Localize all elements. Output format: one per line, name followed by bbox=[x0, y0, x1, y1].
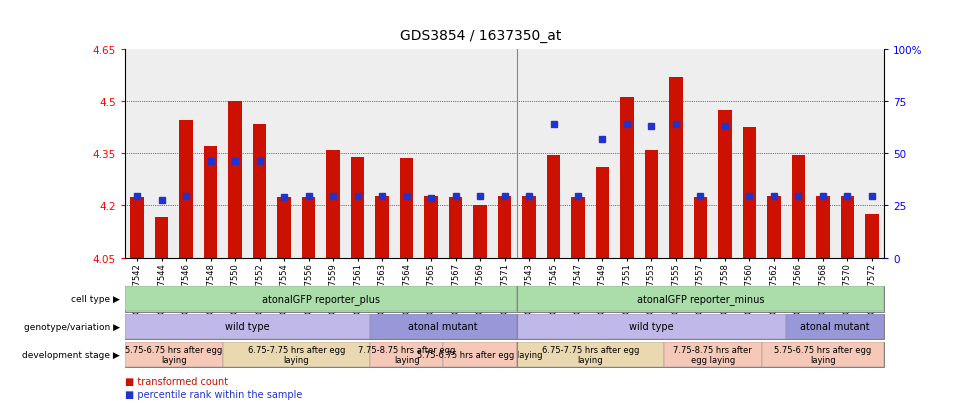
Text: development stage ▶: development stage ▶ bbox=[22, 350, 120, 359]
Bar bbox=[743, 128, 756, 258]
Bar bbox=[351, 157, 364, 258]
Bar bbox=[596, 168, 609, 258]
Bar bbox=[474, 206, 487, 258]
Bar bbox=[669, 77, 682, 258]
Bar bbox=[816, 196, 829, 258]
Text: 7.75-8.75 hrs after egg
laying: 7.75-8.75 hrs after egg laying bbox=[357, 345, 456, 364]
Bar bbox=[400, 159, 413, 258]
Bar bbox=[517, 314, 786, 339]
Bar bbox=[786, 314, 884, 339]
Bar bbox=[370, 314, 517, 339]
Bar bbox=[327, 150, 340, 258]
Bar bbox=[865, 215, 878, 258]
Text: 6.75-7.75 hrs after egg
laying: 6.75-7.75 hrs after egg laying bbox=[542, 345, 639, 364]
Bar bbox=[762, 342, 884, 367]
Text: 5.75-6.75 hrs after egg laying: 5.75-6.75 hrs after egg laying bbox=[417, 350, 543, 359]
Text: wild type: wild type bbox=[629, 322, 674, 332]
Bar bbox=[767, 196, 780, 258]
Bar bbox=[131, 197, 144, 258]
Text: ■ percentile rank within the sample: ■ percentile rank within the sample bbox=[125, 389, 303, 399]
Bar bbox=[253, 124, 266, 258]
Text: ■ transformed count: ■ transformed count bbox=[125, 376, 228, 386]
Bar bbox=[645, 150, 658, 258]
Bar bbox=[278, 197, 291, 258]
Text: wild type: wild type bbox=[225, 322, 270, 332]
Bar bbox=[547, 156, 560, 258]
Bar bbox=[125, 342, 223, 367]
Text: cell type ▶: cell type ▶ bbox=[71, 294, 120, 304]
Text: 5.75-6.75 hrs after egg
laying: 5.75-6.75 hrs after egg laying bbox=[775, 345, 872, 364]
Bar bbox=[664, 342, 762, 367]
Text: 7.75-8.75 hrs after
egg laying: 7.75-8.75 hrs after egg laying bbox=[674, 345, 752, 364]
Bar bbox=[792, 156, 805, 258]
Bar bbox=[620, 98, 633, 258]
Text: atonal mutant: atonal mutant bbox=[801, 322, 870, 332]
Bar bbox=[517, 342, 664, 367]
Bar bbox=[229, 102, 242, 258]
Bar bbox=[223, 342, 370, 367]
Bar bbox=[449, 197, 462, 258]
Text: 6.75-7.75 hrs after egg
laying: 6.75-7.75 hrs after egg laying bbox=[248, 345, 345, 364]
Text: atonal mutant: atonal mutant bbox=[408, 322, 479, 332]
Text: GDS3854 / 1637350_at: GDS3854 / 1637350_at bbox=[400, 29, 561, 43]
Bar bbox=[517, 287, 884, 311]
Bar bbox=[571, 197, 584, 258]
Bar bbox=[180, 121, 193, 258]
Bar bbox=[376, 196, 389, 258]
Text: atonalGFP reporter_plus: atonalGFP reporter_plus bbox=[261, 294, 380, 304]
Bar bbox=[204, 147, 217, 258]
Bar bbox=[370, 342, 443, 367]
Bar bbox=[302, 197, 315, 258]
Bar bbox=[522, 196, 535, 258]
Bar bbox=[155, 217, 168, 258]
Text: atonalGFP reporter_minus: atonalGFP reporter_minus bbox=[637, 294, 764, 304]
Bar bbox=[425, 196, 438, 258]
Bar bbox=[718, 110, 731, 258]
Bar bbox=[125, 314, 370, 339]
Text: 5.75-6.75 hrs after egg
laying: 5.75-6.75 hrs after egg laying bbox=[125, 345, 223, 364]
Bar bbox=[841, 196, 854, 258]
Bar bbox=[443, 342, 517, 367]
Bar bbox=[694, 197, 707, 258]
Bar bbox=[498, 196, 511, 258]
Bar bbox=[125, 287, 517, 311]
Text: genotype/variation ▶: genotype/variation ▶ bbox=[24, 322, 120, 331]
